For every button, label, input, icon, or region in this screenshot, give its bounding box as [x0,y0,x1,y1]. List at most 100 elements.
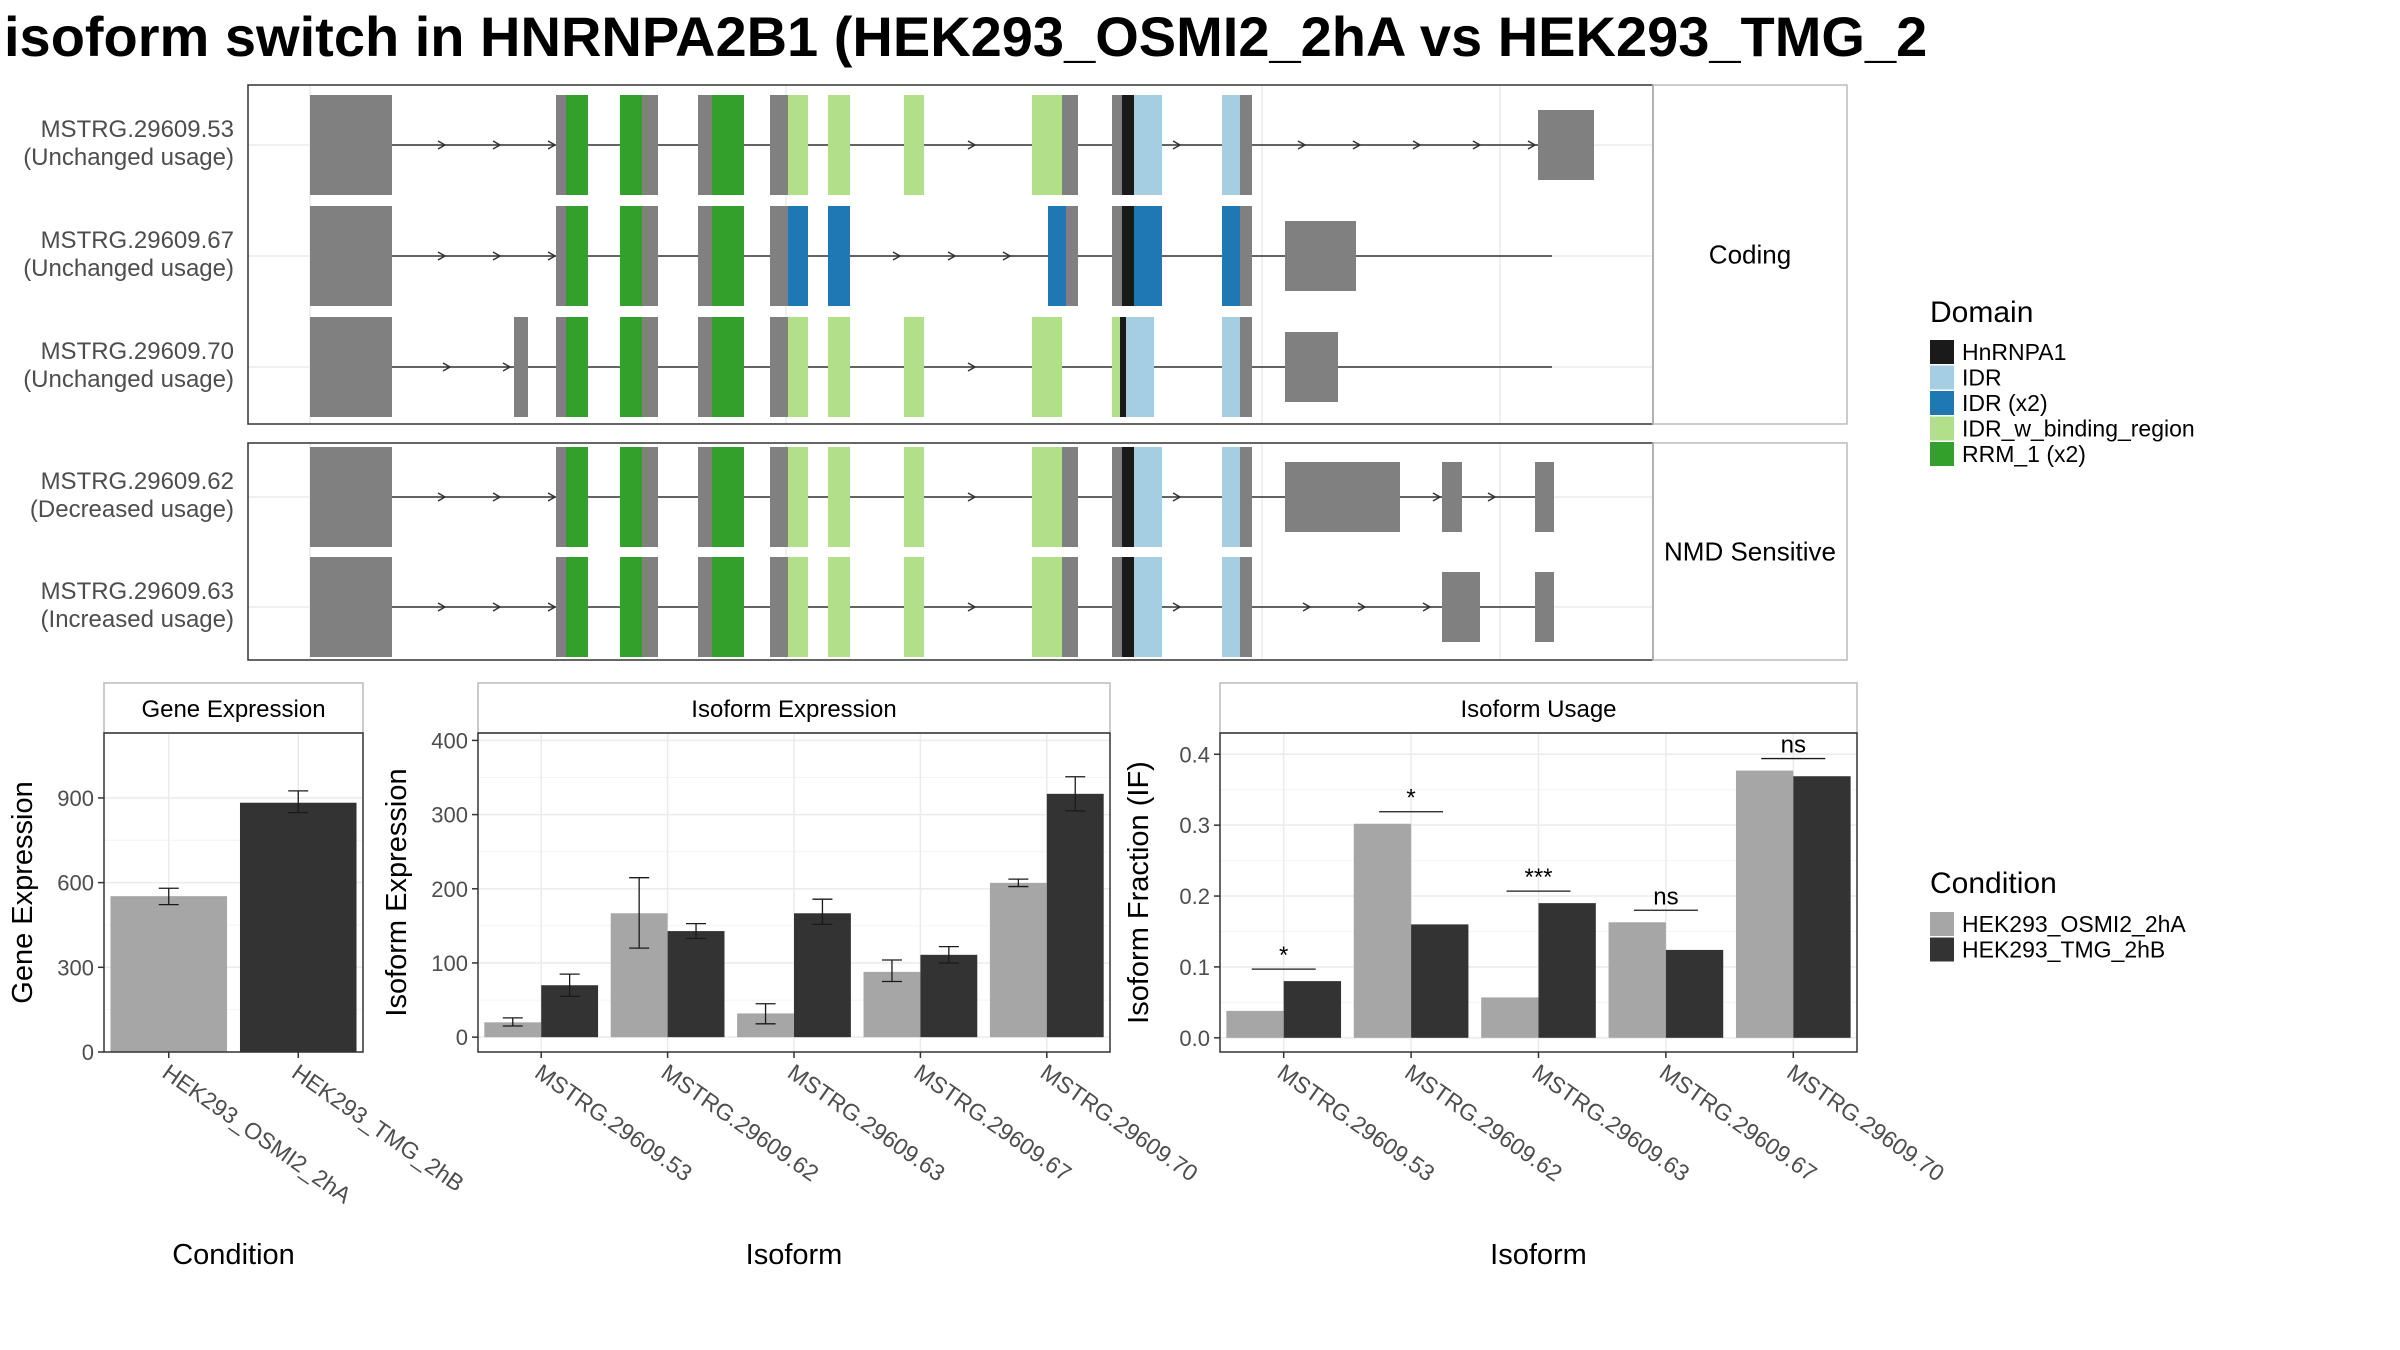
condition-legend-key [1930,937,1954,962]
domain-block [566,317,588,417]
domain-block [828,557,850,657]
domain-legend-key [1930,442,1954,466]
isoform-label-usage: (Unchanged usage) [23,366,234,393]
domain-block [1134,206,1162,306]
domain-block [1222,206,1240,306]
chart-bar [1538,903,1596,1038]
domain-block [904,447,924,547]
y-tick-label: 600 [57,871,94,896]
domain-block [1134,95,1162,195]
domain-block [566,95,588,195]
domain-block [1222,317,1240,417]
domain-block [1032,95,1062,195]
exon-block [698,557,712,657]
domain-block [788,95,808,195]
domain-legend-key [1930,416,1954,441]
domain-block [566,206,588,306]
exon-block [1240,317,1252,417]
chart-strip-label: Isoform Expression [691,696,896,723]
exon-block [556,317,566,417]
chart-strip [477,682,1111,734]
exon-block [1442,462,1462,532]
chart-bar [1793,776,1851,1038]
exon-block [770,447,788,547]
domain-legend-label: IDR [1962,365,2002,391]
chart-bar [667,931,725,1038]
domain-block [712,557,744,657]
page-title: isoform switch in HNRNPA2B1 (HEK293_OSMI… [4,5,1927,68]
chart-strip [103,682,364,734]
chart-bar [1283,981,1342,1038]
exon-block [1112,206,1122,306]
domain-block [1032,447,1062,547]
domain-legend-label: IDR (x2) [1962,390,2048,416]
domain-block [1134,557,1162,657]
exon-block [556,447,566,547]
intron-arrow [437,251,447,261]
significance-label: ns [1781,732,1806,759]
exon-block [1062,557,1078,657]
exon-block [388,317,392,417]
exon-block [1240,447,1252,547]
domain-block [1122,557,1134,657]
domain-block [620,447,642,547]
condition-legend-label: HEK293_TMG_2hB [1962,937,2165,963]
domain-block [788,557,808,657]
domain-block [1122,206,1134,306]
domain-block [620,557,642,657]
exon-block [1240,206,1252,306]
chart-bar [1411,924,1469,1038]
chart-bar [1226,1010,1284,1038]
exon-block [1112,557,1122,657]
chart-bar [920,954,978,1038]
domain-block [904,557,924,657]
exon-block [1062,447,1078,547]
structure-panel-border [247,84,1654,425]
domain-block [788,317,808,417]
isoform-label-usage: (Unchanged usage) [23,255,234,282]
exon-block [556,95,566,195]
intron-arrow [547,251,557,261]
exon-block [388,95,392,195]
intron-arrow [492,251,502,261]
intron-arrow [1172,492,1182,502]
intron-arrow [1302,602,1312,612]
y-tick-label: 0.1 [1179,955,1210,980]
exon-block [770,317,788,417]
chart-bar [1481,997,1539,1038]
exon-block [698,447,712,547]
structure-strip [1652,84,1848,425]
domain-block [1126,317,1154,417]
exon-block [1240,557,1252,657]
isoform-label-id: MSTRG.29609.67 [41,227,234,254]
domain-legend-label: RRM_1 (x2) [1962,441,2086,467]
exon-block [1240,95,1252,195]
exon-block [698,206,712,306]
intron-arrow [1297,140,1307,150]
domain-block [1048,206,1066,306]
domain-block [788,447,808,547]
intron-arrow [967,140,977,150]
intron-arrow [947,251,957,261]
chart-bar [110,896,228,1052]
exon-block [1066,206,1078,306]
significance-label: * [1406,785,1415,812]
intron-arrow [1422,602,1432,612]
intron-arrow [492,602,502,612]
intron-arrow [1527,140,1537,150]
intron-arrow [967,492,977,502]
intron-arrow [1357,602,1367,612]
y-tick-label: 900 [57,786,94,811]
domain-block [1112,317,1120,417]
exon-block [1112,95,1122,195]
y-tick-label: 100 [431,951,468,976]
exon-block [770,557,788,657]
significance-label: * [1279,942,1288,969]
isoform-label-usage: (Decreased usage) [30,496,234,523]
exon-block [1112,447,1122,547]
chart-bar [794,913,851,1038]
domain-legend-key [1930,340,1954,364]
exon-block [1285,462,1400,532]
intron-arrow [547,492,557,502]
